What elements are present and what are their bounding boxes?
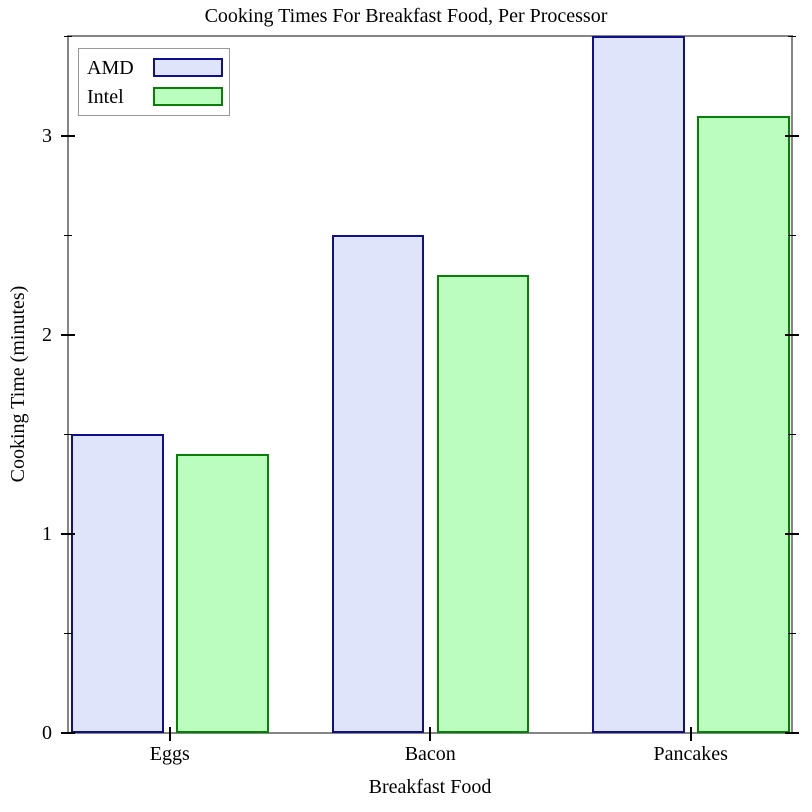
y-tick-minor — [64, 433, 72, 435]
y-tick-minor — [64, 234, 72, 236]
y-tick-major — [61, 532, 75, 535]
x-tick-label-eggs: Eggs — [149, 743, 190, 765]
y-tick-major — [61, 732, 75, 734]
bar-intel-eggs — [176, 454, 269, 733]
bar-intel-pancakes — [697, 115, 790, 733]
legend-swatch-intel — [153, 87, 223, 106]
legend-label-intel: Intel — [87, 85, 124, 108]
legend: AMD Intel — [78, 48, 230, 116]
x-tick-label-pancakes: Pancakes — [653, 743, 728, 765]
y-tick-minor — [788, 234, 796, 236]
y-tick-label: 0 — [42, 722, 52, 744]
bar-amd-eggs — [71, 434, 164, 733]
y-tick-label: 2 — [42, 323, 52, 346]
x-tick-pancakes — [689, 727, 692, 741]
chart-title: Cooking Times For Breakfast Food, Per Pr… — [204, 5, 608, 27]
x-tick-eggs — [168, 727, 171, 741]
y-tick-minor — [788, 35, 796, 37]
x-tick-bacon — [429, 727, 432, 741]
y-tick-minor — [64, 632, 72, 634]
y-tick-major — [785, 732, 799, 734]
bar-amd-bacon — [331, 235, 424, 733]
legend-row-intel: Intel — [87, 82, 223, 111]
y-tick-major — [61, 134, 75, 137]
legend-row-amd: AMD — [87, 53, 223, 82]
x-tick-label-bacon: Bacon — [404, 743, 456, 765]
y-tick-minor — [788, 632, 796, 634]
legend-label-amd: AMD — [87, 56, 134, 79]
y-tick-minor — [788, 433, 796, 435]
y-tick-major — [785, 333, 799, 336]
y-tick-major — [61, 333, 75, 336]
x-axis-label: Breakfast Food — [368, 776, 492, 798]
legend-swatch-amd — [153, 58, 223, 77]
y-tick-minor — [64, 35, 72, 37]
bar-intel-bacon — [436, 274, 529, 733]
bar-amd-pancakes — [592, 36, 685, 733]
y-axis-label: Cooking Time (minutes) — [7, 285, 29, 483]
y-tick-label: 3 — [42, 124, 52, 147]
y-tick-major — [785, 532, 799, 535]
y-tick-label: 1 — [42, 522, 52, 545]
y-tick-major — [785, 134, 799, 137]
